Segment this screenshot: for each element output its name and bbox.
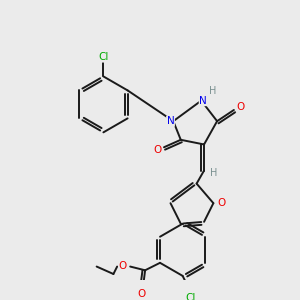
Text: H: H bbox=[210, 168, 217, 178]
Text: O: O bbox=[236, 102, 244, 112]
Text: H: H bbox=[209, 86, 216, 96]
Text: N: N bbox=[167, 116, 174, 126]
Text: Cl: Cl bbox=[186, 293, 196, 300]
Text: O: O bbox=[118, 261, 127, 271]
Text: O: O bbox=[137, 289, 146, 298]
Text: O: O bbox=[153, 145, 162, 155]
Text: N: N bbox=[199, 96, 207, 106]
Text: O: O bbox=[218, 198, 226, 208]
Text: Cl: Cl bbox=[98, 52, 109, 62]
